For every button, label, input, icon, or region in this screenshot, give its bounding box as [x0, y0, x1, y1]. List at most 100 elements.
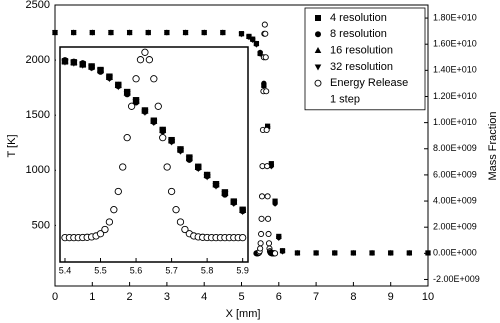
- marker-open-circle: [123, 134, 131, 142]
- legend-marker: [314, 47, 322, 53]
- x-tick-label: 5.5: [94, 265, 107, 275]
- legend-marker: [315, 31, 321, 38]
- marker-open-circle: [114, 187, 122, 196]
- y-tick-label: 1000: [26, 164, 50, 176]
- inset-background: [56, 45, 252, 282]
- marker-open-circle: [159, 134, 167, 142]
- x-tick-label: 5: [238, 291, 244, 303]
- marker-triangle-down: [203, 173, 211, 181]
- marker-open-circle: [262, 30, 269, 37]
- legend-box: [304, 7, 426, 111]
- x-axis-label: X [mm]: [226, 308, 261, 320]
- y2-tick-label: 6.00E+009: [433, 169, 477, 179]
- marker-open-circle: [105, 218, 114, 226]
- marker-open-circle: [264, 193, 271, 200]
- marker-triangle-down: [70, 60, 78, 67]
- marker-open-circle: [101, 225, 109, 234]
- marker-open-circle: [127, 102, 136, 110]
- marker-triangle-down: [275, 235, 282, 242]
- y-tick-label: 500: [32, 219, 50, 231]
- marker-triangle-down: [96, 68, 105, 75]
- marker-open-circle: [145, 56, 154, 64]
- y2-tick-label: 2.00E+009: [433, 222, 477, 232]
- marker-triangle-down: [185, 156, 193, 163]
- marker-open-circle: [264, 163, 271, 170]
- x-tick-label: 8: [350, 291, 356, 303]
- marker-triangle-down: [253, 42, 260, 48]
- marker-open-circle: [181, 225, 189, 234]
- marker-triangle-down: [123, 91, 131, 98]
- marker-open-circle: [265, 240, 273, 247]
- marker-open-circle: [163, 163, 171, 171]
- marker-triangle-down: [369, 250, 375, 257]
- marker-triangle-down: [61, 59, 69, 66]
- marker-triangle-down: [246, 35, 252, 41]
- marker-open-circle: [263, 126, 270, 133]
- marker-triangle-down: [249, 37, 256, 44]
- marker-open-circle: [119, 163, 127, 171]
- marker-triangle-down: [261, 83, 267, 90]
- marker-open-circle: [150, 75, 158, 83]
- marker-triangle-down: [141, 109, 149, 116]
- y2-tick-label: 1.60E+010: [433, 39, 477, 49]
- marker-triangle-down: [89, 30, 96, 36]
- y2-tick-label: -2.00E+009: [433, 274, 480, 284]
- legend-label: 4 resolution: [330, 12, 387, 24]
- marker-open-circle: [176, 218, 185, 226]
- x-tick-label: 3: [164, 291, 170, 303]
- x-tick-label: 9: [388, 291, 394, 303]
- y2-tick-label: 1.40E+010: [433, 65, 477, 75]
- marker-triangle-down: [105, 75, 113, 83]
- legend-label: Energy Release: [330, 77, 408, 89]
- marker-triangle-down: [126, 30, 133, 36]
- legend-label: 32 resolution: [330, 61, 393, 73]
- x-tick-label: 1: [89, 291, 95, 303]
- x-tick-label: 0: [52, 291, 58, 303]
- legend-label: 16 resolution: [330, 45, 393, 57]
- marker-triangle-down: [313, 250, 319, 257]
- marker-triangle-down: [164, 30, 170, 36]
- marker-triangle-down: [182, 30, 189, 36]
- marker-triangle-down: [257, 51, 264, 58]
- marker-triangle-down: [221, 191, 229, 198]
- y2-tick-label: 1.20E+010: [433, 91, 477, 101]
- x-tick-label: 2: [127, 291, 133, 303]
- legend-label: 8 resolution: [330, 28, 387, 40]
- marker-open-circle: [265, 230, 272, 238]
- y-tick-label: 2000: [26, 54, 50, 66]
- marker-open-circle: [265, 215, 272, 222]
- marker-open-circle: [262, 54, 269, 61]
- marker-triangle-down: [132, 99, 140, 106]
- y-tick-label: 2500: [26, 0, 50, 11]
- marker-open-circle: [257, 240, 264, 247]
- marker-triangle-down: [387, 250, 394, 257]
- marker-open-circle: [239, 233, 247, 242]
- legend-marker: [314, 79, 322, 87]
- legend-marker: [314, 64, 322, 71]
- marker-triangle-down: [294, 250, 301, 257]
- marker-triangle-down: [194, 165, 202, 173]
- x-tick-label: 5.6: [130, 265, 143, 275]
- marker-triangle-down: [406, 250, 413, 257]
- x-tick-label: 5.8: [201, 265, 214, 275]
- marker-open-circle: [258, 215, 265, 222]
- x-tick-label: 10: [422, 291, 434, 303]
- marker-open-circle: [257, 245, 264, 252]
- marker-triangle-down: [230, 200, 238, 207]
- marker-triangle-down: [212, 183, 220, 190]
- x-tick-label: 5.7: [165, 265, 178, 275]
- marker-triangle-down: [145, 30, 152, 36]
- legend-marker: [315, 15, 321, 21]
- marker-open-circle: [96, 230, 105, 238]
- marker-triangle-down: [219, 30, 226, 36]
- marker-triangle-down: [88, 64, 96, 72]
- marker-open-circle: [258, 230, 265, 238]
- marker-triangle-down: [201, 30, 208, 36]
- marker-triangle-down: [331, 250, 338, 257]
- marker-triangle-down: [114, 83, 122, 91]
- y2-tick-label: 4.00E+009: [433, 195, 477, 205]
- marker-triangle-down: [176, 148, 184, 155]
- x-tick-label: 5.9: [236, 265, 249, 275]
- y2-axis-label: Mass Fraction: [487, 111, 499, 180]
